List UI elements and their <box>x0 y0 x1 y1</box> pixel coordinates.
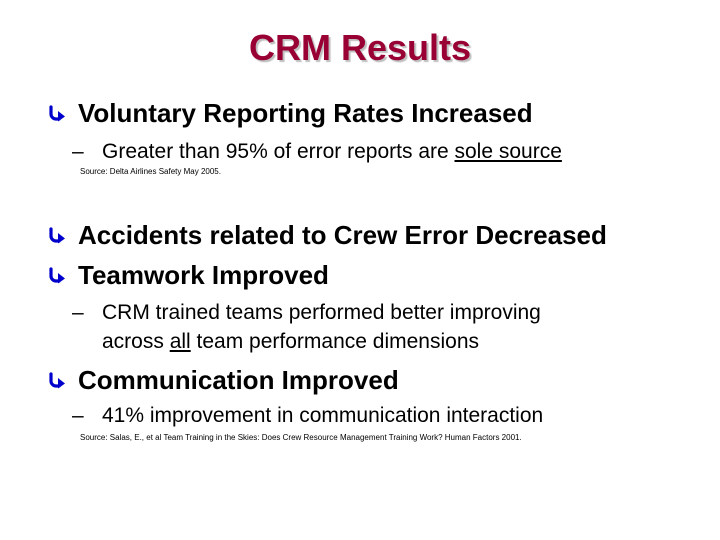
sub-text-part: team performance dimensions <box>190 330 480 353</box>
source-note-delta: Source: Delta Airlines Safety May 2005. <box>80 167 221 176</box>
curved-arrow-icon <box>49 105 65 122</box>
underlined-text: all <box>169 330 191 353</box>
bullet-text: Teamwork Improved <box>78 260 329 290</box>
bullet-text: Communication Improved <box>78 365 399 395</box>
source-note-salas: Source: Salas, E., et al Team Training i… <box>80 433 522 442</box>
sub-text-part: Greater than 95% of error reports are <box>102 140 455 163</box>
sub-bullet-text: Greater than 95% of error reports are so… <box>102 139 562 165</box>
sub-bullet-text: 41% improvement in communication interac… <box>102 404 544 427</box>
dash: – <box>72 301 84 324</box>
sub-bullet-text: across all team performance dimensions <box>102 329 479 355</box>
sub-text-part: across <box>102 330 170 353</box>
slide-title: CRM Results <box>248 27 472 68</box>
curved-arrow-icon <box>49 227 65 244</box>
sub-bullet-text: CRM trained teams performed better impro… <box>102 301 541 324</box>
underlined-text: sole source <box>454 140 562 163</box>
bullet-text: Accidents related to Crew Error Decrease… <box>78 220 607 250</box>
bullet-text: Voluntary Reporting Rates Increased <box>78 98 533 128</box>
curved-arrow-icon <box>49 372 65 389</box>
curved-arrow-icon <box>49 267 65 284</box>
dash: – <box>72 140 84 163</box>
dash: – <box>72 404 84 427</box>
